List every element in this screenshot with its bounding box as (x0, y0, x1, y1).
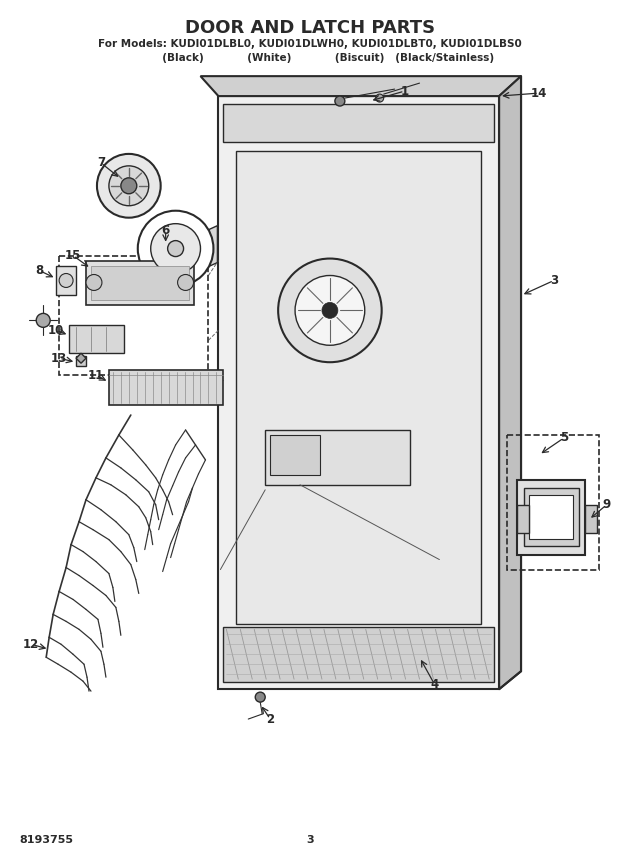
Bar (517, 505, 529, 532)
Bar (223, 104, 494, 142)
Text: 11: 11 (88, 369, 104, 382)
Bar (585, 505, 596, 532)
Circle shape (36, 313, 50, 327)
Text: eReplacementParts.com: eReplacementParts.com (234, 484, 386, 496)
Circle shape (151, 223, 200, 274)
Bar (265, 430, 410, 484)
Text: 8: 8 (35, 264, 43, 277)
Text: 15: 15 (65, 249, 81, 262)
Polygon shape (499, 76, 521, 689)
Text: (Black)            (White)            (Biscuit)   (Black/Stainless): (Black) (White) (Biscuit) (Black/Stainle… (126, 53, 494, 63)
Text: 2: 2 (266, 712, 274, 726)
Text: 8193755: 8193755 (19, 835, 73, 845)
Bar (86, 260, 193, 306)
Text: 10: 10 (48, 324, 64, 336)
Circle shape (109, 166, 149, 205)
Circle shape (167, 241, 184, 257)
Circle shape (322, 302, 338, 318)
Circle shape (86, 275, 102, 290)
Text: DOOR AND LATCH PARTS: DOOR AND LATCH PARTS (185, 20, 435, 38)
Bar (236, 151, 481, 624)
Text: 13: 13 (51, 352, 67, 365)
Bar (91, 265, 188, 300)
Polygon shape (76, 354, 86, 363)
Bar (524, 488, 579, 545)
Circle shape (121, 178, 137, 193)
Circle shape (177, 275, 193, 290)
Polygon shape (200, 76, 521, 96)
Text: 3: 3 (306, 835, 314, 845)
Text: 4: 4 (430, 678, 438, 691)
Text: 5: 5 (560, 431, 568, 444)
Text: 6: 6 (162, 224, 170, 237)
Text: 12: 12 (23, 638, 40, 651)
Text: For Models: KUDI01DLBL0, KUDI01DLWH0, KUDI01DLBT0, KUDI01DLBS0: For Models: KUDI01DLBL0, KUDI01DLWH0, KU… (98, 39, 522, 50)
Text: 14: 14 (531, 86, 547, 99)
Text: 3: 3 (550, 274, 558, 287)
Bar (517, 480, 585, 555)
Text: 9: 9 (603, 498, 611, 511)
Circle shape (59, 274, 73, 288)
Bar (507, 435, 599, 569)
Text: 7: 7 (97, 157, 105, 169)
Polygon shape (218, 96, 499, 689)
Circle shape (278, 259, 382, 362)
Bar (69, 325, 124, 354)
Circle shape (138, 211, 213, 287)
Circle shape (295, 276, 365, 345)
Circle shape (255, 693, 265, 702)
Bar (223, 627, 494, 682)
Circle shape (335, 96, 345, 106)
Bar (529, 495, 573, 538)
Bar (76, 356, 86, 366)
Polygon shape (195, 226, 218, 272)
Bar (270, 435, 320, 475)
Bar (59, 256, 208, 375)
Bar (56, 265, 76, 295)
Circle shape (376, 94, 384, 102)
Bar (109, 370, 223, 405)
Circle shape (97, 154, 161, 217)
Text: 1: 1 (401, 85, 409, 98)
